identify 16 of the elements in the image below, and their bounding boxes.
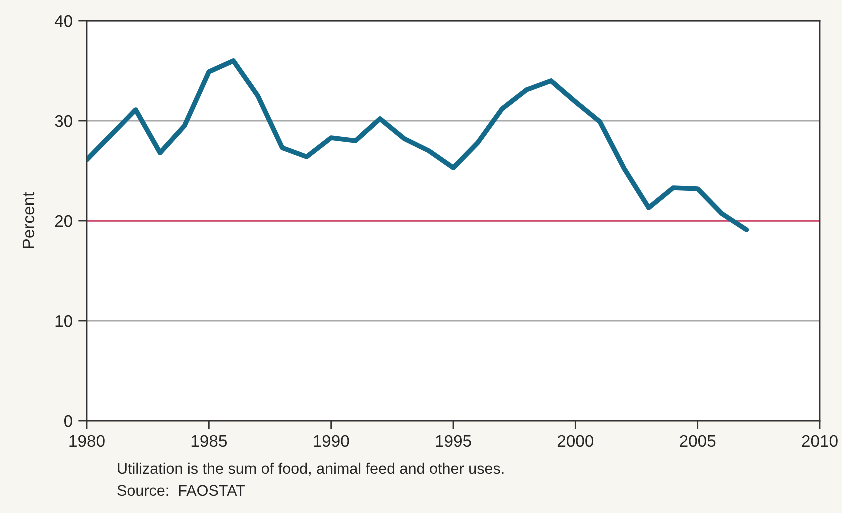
x-tick-label: 2005 <box>680 435 716 448</box>
x-tick-label: 2010 <box>802 435 838 448</box>
x-tick-label: 1985 <box>192 435 228 448</box>
x-tick-label: 1995 <box>436 435 472 448</box>
text: Utilization is the sum of food, animal feed and other uses. <box>118 462 504 476</box>
x-tick-label: 1990 <box>314 435 350 448</box>
source-note: Source: FAOSTAT <box>118 485 246 496</box>
line-series <box>87 58 750 232</box>
x-tick-label: 1980 <box>70 435 105 448</box>
y-tick-label: 10 <box>56 315 72 328</box>
y-tick-label: 30 <box>55 115 72 128</box>
y-axis-title: Percent <box>22 192 35 248</box>
x-tick-label: 2000 <box>558 435 594 448</box>
y-tick-label: 20 <box>55 215 72 228</box>
y-tick-label: 40 <box>54 15 72 28</box>
y-tick-label: 0 <box>64 415 72 428</box>
